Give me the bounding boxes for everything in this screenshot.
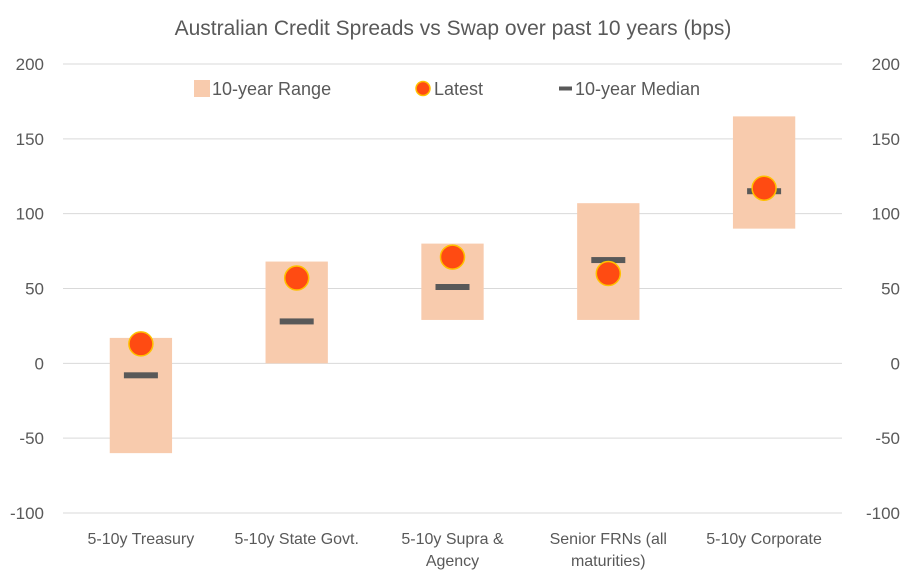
- legend-median-dash: [559, 86, 572, 91]
- median-dash: [591, 257, 626, 264]
- median-dash: [435, 284, 470, 291]
- y-tick-label-left: -100: [10, 504, 44, 523]
- gridlines: [63, 63, 842, 514]
- y-tick-label-right: 150: [872, 130, 900, 149]
- y-tick-label-right: 0: [891, 354, 900, 373]
- latest-marker: [439, 244, 466, 270]
- legend: 10-year Range Latest 10-year Median: [194, 79, 700, 99]
- latest-marker: [595, 260, 622, 287]
- category-label: 5-10y Corporate: [706, 531, 822, 548]
- category-label: maturities): [571, 553, 646, 570]
- latest-marker: [128, 331, 154, 357]
- y-tick-label-right: 50: [881, 280, 900, 299]
- median-dash: [279, 318, 314, 325]
- y-tick-label-right: -100: [866, 504, 900, 523]
- median-dash: [123, 372, 158, 379]
- y-axis-right: 200 150 100 50 0 -50 -100: [866, 55, 900, 523]
- latest-marker: [751, 175, 777, 201]
- category-label: 5-10y State Govt.: [234, 531, 359, 548]
- y-axis-left: 200 150 100 50 0 -50 -100: [10, 55, 44, 523]
- legend-range-label: 10-year Range: [212, 79, 331, 99]
- legend-median-label: 10-year Median: [575, 79, 700, 99]
- y-tick-label-right: 200: [872, 55, 900, 74]
- x-axis-categories: 5-10y Treasury 5-10y State Govt. 5-10y Sup…: [88, 531, 822, 570]
- legend-latest-label: Latest: [434, 79, 483, 99]
- y-tick-label-right: 100: [872, 205, 900, 224]
- y-tick-label-left: 100: [16, 205, 44, 224]
- y-tick-label-left: 150: [16, 130, 44, 149]
- y-tick-label-left: 200: [16, 55, 44, 74]
- y-tick-label-left: 0: [35, 354, 44, 373]
- category-label: Agency: [426, 553, 479, 570]
- category-label: 5-10y Treasury: [88, 531, 195, 548]
- legend-range-swatch: [194, 80, 210, 97]
- y-tick-label-right: -50: [875, 429, 900, 448]
- y-tick-label-left: -50: [19, 429, 44, 448]
- chart-title: Australian Credit Spreads vs Swap over p…: [175, 17, 732, 40]
- range-bar: [109, 337, 173, 454]
- category-label: 5-10y Supra &: [401, 531, 504, 548]
- category-label: Senior FRNs (all: [550, 531, 667, 548]
- latest-markers: [128, 175, 777, 357]
- latest-marker: [283, 265, 310, 291]
- range-bar: [732, 116, 796, 229]
- y-tick-label-left: 50: [25, 280, 44, 299]
- legend-latest-marker: [415, 80, 431, 97]
